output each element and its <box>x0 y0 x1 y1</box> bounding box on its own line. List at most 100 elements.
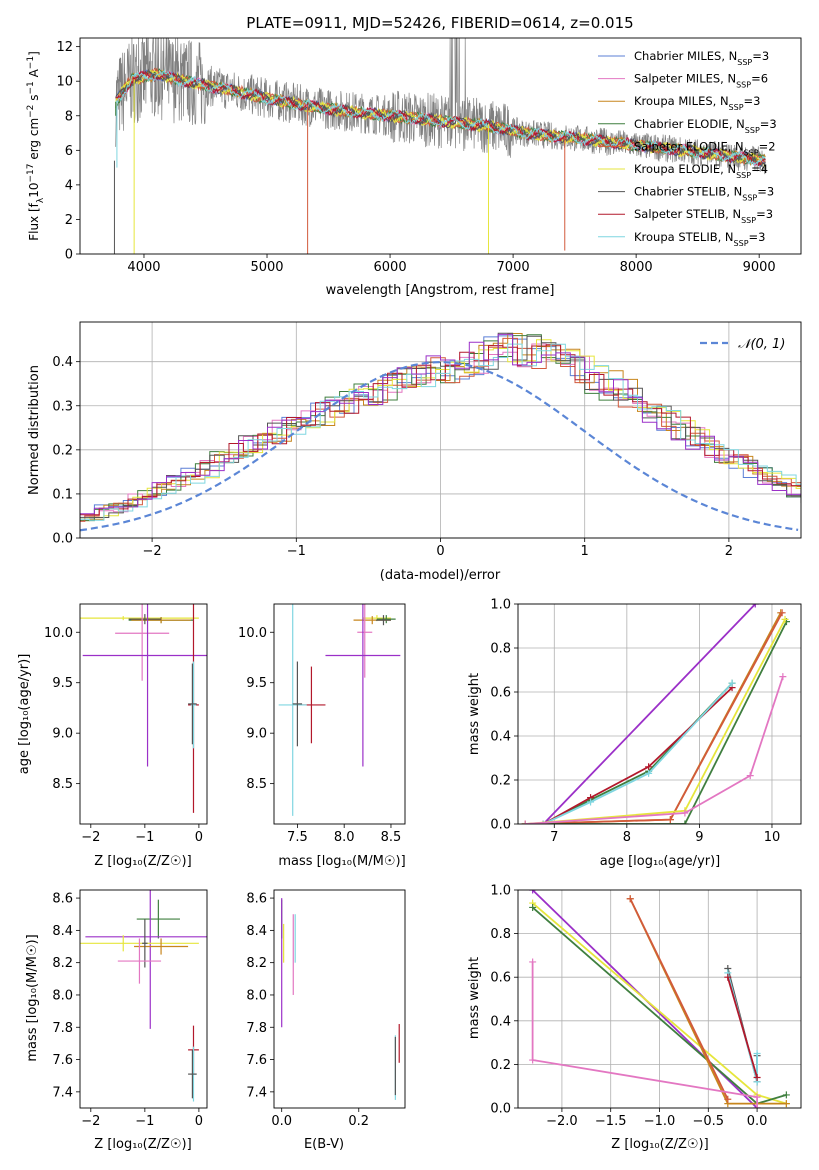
y-label-part: erg cm <box>27 118 41 164</box>
y-tick-label: 0.1 <box>52 487 73 502</box>
y-label-part: 10 <box>27 183 41 198</box>
axes-frame <box>273 603 406 825</box>
x-tick-label: 8.5 <box>381 830 402 845</box>
y-label-part: s <box>27 95 41 105</box>
histogram-x-axis-label: (data-model)/error <box>380 568 501 583</box>
y-tick-label: 0.2 <box>52 443 73 458</box>
weight-point-marker <box>529 890 537 894</box>
legend-entry-name: Salpeter MILES, N <box>634 72 736 86</box>
plot-area <box>278 604 401 816</box>
y-tick-label: 2 <box>65 213 73 228</box>
legend-entry-name: Kroupa STELIB, N <box>634 230 734 244</box>
legend-entry-sub: SSP <box>742 193 757 202</box>
axes-frame <box>517 889 802 1109</box>
x-tick-label: 0.0 <box>271 1114 292 1129</box>
weight-point-marker <box>626 895 634 903</box>
x-tick-label: −2 <box>143 544 162 559</box>
age-z-x-axis-label: Z [log₁₀(Z/Z☉)] <box>94 854 191 869</box>
weight-age-y-axis-label: mass weight <box>467 673 482 755</box>
spectrum-panel: PLATE=0911, MJD=52426, FIBERID=0614, z=0… <box>26 14 802 298</box>
legend-entry-name: Chabrier MILES, N <box>634 49 737 63</box>
y-tick-label: 8.0 <box>52 988 73 1003</box>
weight-series-line <box>542 604 756 824</box>
x-tick-label: 5000 <box>250 260 283 275</box>
y-tick-label: 6 <box>65 144 73 159</box>
y-tick-label: 10 <box>56 75 73 90</box>
histogram-step <box>80 343 801 521</box>
x-tick-label: −1.5 <box>595 1114 627 1129</box>
y-tick-label: 1.0 <box>490 884 511 899</box>
histogram-step <box>80 344 801 516</box>
weight-point-marker <box>753 1050 761 1057</box>
x-tick-label: 6000 <box>374 260 407 275</box>
x-tick-label: 8.0 <box>334 830 355 845</box>
legend-entry: Salpeter ELODIE, NSSP=2 <box>634 139 776 157</box>
weight-point-marker <box>529 958 537 966</box>
weight-z-x-axis-label: Z [log₁₀(Z/Z☉)] <box>611 1137 708 1152</box>
weight-series-line <box>531 961 758 1108</box>
legend-entry-name: Chabrier ELODIE, N <box>634 117 745 131</box>
legend-entry: Chabrier ELODIE, NSSP=3 <box>634 117 777 135</box>
legend-entry-sub: SSP <box>736 171 751 180</box>
y-label-part: −17 <box>26 164 36 183</box>
y-tick-label: 0 <box>65 248 73 263</box>
y-tick-label: 0.4 <box>52 355 73 370</box>
legend-entry-name: Salpeter STELIB, N <box>634 207 741 221</box>
y-tick-label: 8.4 <box>52 924 73 939</box>
y-tick-label: 0.3 <box>52 399 73 414</box>
x-tick-label: 7000 <box>497 260 530 275</box>
age-z-y-axis-label: age [log₁₀(age/yr)] <box>17 654 32 775</box>
weight-point-marker <box>753 1104 761 1108</box>
y-tick-label: 8.2 <box>52 956 73 971</box>
legend-entry-count: =3 <box>749 230 766 244</box>
x-tick-label: 0.2 <box>348 1114 369 1129</box>
y-tick-label: 8.4 <box>246 924 267 939</box>
legend-entry-count: =3 <box>757 185 774 199</box>
plot-area <box>80 890 207 1102</box>
weight-point-marker <box>724 973 732 981</box>
x-tick-label: 0 <box>436 544 444 559</box>
weight-series-line <box>726 976 758 1078</box>
plot-area <box>529 890 790 1108</box>
y-tick-label: 9.5 <box>52 676 73 691</box>
legend-entry-sub: SSP <box>745 125 760 134</box>
y-tick-label: 8.5 <box>52 777 73 792</box>
plot-area <box>113 38 766 254</box>
x-tick-label: 7 <box>550 830 558 845</box>
legend-entry-count: =3 <box>756 207 773 221</box>
weight-series-line <box>525 676 784 824</box>
plot-area <box>281 898 400 1100</box>
weight-point-marker <box>587 798 595 806</box>
y-tick-label: 8.6 <box>246 892 267 907</box>
legend-entry: Salpeter MILES, NSSP=6 <box>634 72 768 90</box>
model-spectrum-line <box>115 68 766 167</box>
y-tick-label: 12 <box>56 40 73 55</box>
legend-entry-count: =3 <box>744 94 761 108</box>
y-tick-label: 0.0 <box>490 1102 511 1117</box>
y-label-part: ] <box>27 51 41 56</box>
weight-point-marker <box>724 1095 732 1103</box>
x-tick-label: 0 <box>195 1114 203 1129</box>
mass-z-x-axis-label: Z [log₁₀(Z/Z☉)] <box>94 1137 191 1152</box>
weight-point-marker <box>751 604 759 608</box>
plot-area <box>80 332 801 532</box>
model-spectrum-line <box>115 69 766 168</box>
y-tick-label: 9.5 <box>246 676 267 691</box>
x-tick-label: 2 <box>725 544 733 559</box>
spectrum-x-axis-label: wavelength [Angstrom, rest frame] <box>326 283 555 298</box>
x-tick-label: 10 <box>764 830 781 845</box>
plot-area <box>521 604 790 824</box>
x-tick-label: −2 <box>81 1114 100 1129</box>
x-tick-label: −1 <box>135 830 154 845</box>
axes-frame <box>79 37 802 255</box>
x-tick-label: −1.0 <box>644 1114 676 1129</box>
legend-entry-sub: SSP <box>734 238 749 247</box>
mass-ebv-x-axis-label: E(B-V) <box>304 1137 344 1152</box>
spectrum-y-axis-label: Flux [fλ10−17 erg cm−2 s−1 A−1] <box>26 51 46 241</box>
y-tick-label: 7.8 <box>246 1021 267 1036</box>
weight-point-marker <box>782 1091 790 1099</box>
x-tick-label: 7.5 <box>287 830 308 845</box>
legend-entry-name: Kroupa MILES, N <box>634 94 729 108</box>
y-tick-label: 10.0 <box>238 626 267 641</box>
